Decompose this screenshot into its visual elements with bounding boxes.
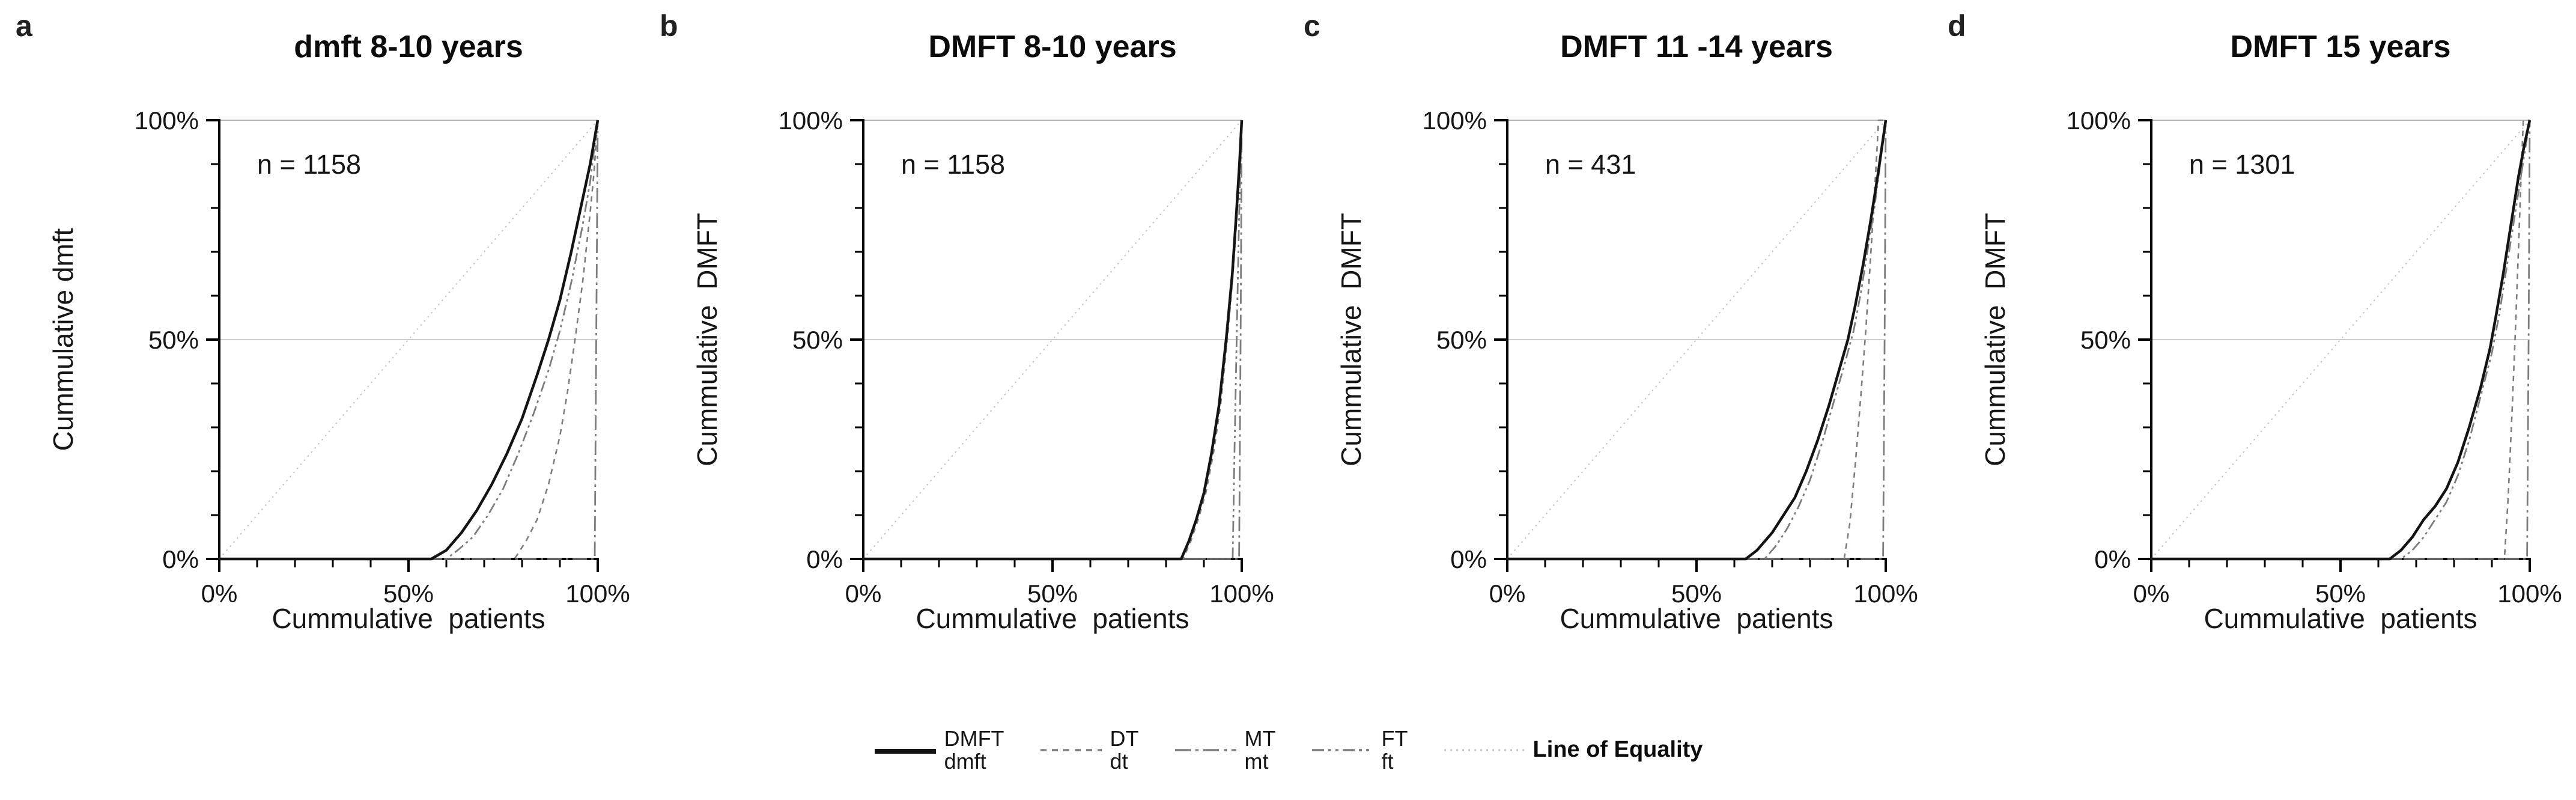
panel-c: c DMFT 11 -14 years n = 431 Cummulative … <box>1288 0 1932 691</box>
panel-letter: d <box>1948 9 1966 43</box>
dmft-curve <box>2151 120 2532 561</box>
chart-title: DMFT 15 years <box>2230 29 2451 64</box>
legend-labels: DMFT dmft <box>944 727 1004 773</box>
x-tick-label: 0% <box>201 579 238 608</box>
dmft-curve <box>219 120 600 561</box>
legend-label: DT <box>1110 726 1139 751</box>
dmft-curve <box>1507 120 1888 561</box>
x-tick-label: 100% <box>1853 579 1918 608</box>
x-tick-label: 100% <box>1209 579 1274 608</box>
lorenz-chart-d: 0% 50% 100% 0% 50% 100% <box>2067 106 2562 608</box>
y-tick-label: 100% <box>1423 106 1487 135</box>
dotted-line-sample-icon <box>1444 749 1525 751</box>
dt-curve <box>219 120 599 560</box>
dash-dot-dot-line-sample-icon <box>1311 749 1373 751</box>
solid-line-sample-icon <box>874 749 936 754</box>
chart-title: dmft 8-10 years <box>294 29 523 64</box>
lorenz-chart-b: 0% 50% 100% 0% 50% 100% <box>779 106 1274 608</box>
legend-label: FT <box>1381 726 1408 751</box>
x-tick-label: 100% <box>565 579 630 608</box>
x-tick-label: 0% <box>1489 579 1526 608</box>
x-axis-title: Cummulative patients <box>272 603 545 634</box>
legend-item-dt: DT dt <box>1039 727 1139 773</box>
legend-item-ft: FT ft <box>1311 727 1408 773</box>
sample-size-label: n = 1301 <box>2189 149 2295 180</box>
dt-curve <box>1507 119 1886 560</box>
chart-title: DMFT 8-10 years <box>928 29 1177 64</box>
chart-title: DMFT 11 -14 years <box>1560 29 1833 64</box>
legend-label: Line of Equality <box>1533 737 1703 763</box>
y-tick-label: 0% <box>806 545 843 573</box>
panel-a: a dmft 8-10 years n = 1158 Cummulative d… <box>0 0 644 691</box>
dashed-line-sample-icon <box>1040 749 1102 751</box>
y-tick-label: 0% <box>162 545 199 573</box>
dmft-curve <box>863 120 1244 561</box>
panel-letter: b <box>660 9 678 43</box>
x-tick-label: 50% <box>2315 579 2366 608</box>
y-tick-label: 50% <box>792 326 843 354</box>
dash-dot-line-sample-icon <box>1174 749 1236 751</box>
sample-size-label: n = 1158 <box>901 149 1006 180</box>
ft-curve <box>863 120 1243 560</box>
legend-label: DMFT <box>944 726 1004 751</box>
panel-d: d DMFT 15 years n = 1301 Cummulative DMF… <box>1932 0 2576 691</box>
x-tick-label: 50% <box>1027 579 1078 608</box>
y-tick-label: 50% <box>1436 326 1487 354</box>
y-tick-label: 0% <box>2094 545 2131 573</box>
lorenz-chart-a: 0% 50% 100% 0% 50% 100% <box>135 106 630 608</box>
ft-curve <box>2151 120 2531 560</box>
x-tick-label: 0% <box>845 579 882 608</box>
legend-label: ft <box>1381 749 1394 774</box>
legend-label: dmft <box>944 749 986 774</box>
x-axis-title: Cummulative patients <box>1560 603 1833 634</box>
x-axis-title: Cummulative patients <box>916 603 1189 634</box>
legend-labels: MT mt <box>1245 727 1276 773</box>
legend-item-line-of-equality: Line of Equality <box>1443 737 1703 763</box>
x-axis-title: Cummulative patients <box>2204 603 2477 634</box>
legend-label: MT <box>1244 726 1276 751</box>
y-tick-label: 50% <box>148 326 199 354</box>
legend-labels: DT dt <box>1110 727 1139 773</box>
panel-letter: c <box>1304 9 1320 43</box>
lorenz-chart-c: 0% 50% 100% 0% 50% 100% <box>1423 106 1918 608</box>
y-tick-label: 50% <box>2080 326 2131 354</box>
sample-size-label: n = 1158 <box>257 149 362 180</box>
legend: DMFT dmft DT dt MT mt FT ft <box>0 708 2576 792</box>
y-tick-label: 100% <box>2067 106 2131 135</box>
x-tick-label: 100% <box>2497 579 2562 608</box>
ft-curve <box>1507 120 1887 560</box>
panel-letter: a <box>16 9 32 43</box>
panel-b: b DMFT 8-10 years n = 1158 Cummulative D… <box>644 0 1288 691</box>
x-tick-label: 0% <box>2133 579 2170 608</box>
x-tick-label: 50% <box>1671 579 1722 608</box>
legend-item-mt: MT mt <box>1174 727 1276 773</box>
legend-labels: Line of Equality <box>1533 737 1703 763</box>
ft-curve <box>219 120 599 560</box>
legend-labels: FT ft <box>1382 727 1408 773</box>
y-tick-label: 100% <box>135 106 199 135</box>
y-tick-label: 0% <box>1450 545 1487 573</box>
y-tick-label: 100% <box>779 106 843 135</box>
dt-curve <box>863 120 1243 560</box>
x-tick-label: 50% <box>383 579 434 608</box>
legend-item-dmft: DMFT dmft <box>873 727 1004 773</box>
legend-label: dt <box>1110 749 1128 774</box>
legend-label: mt <box>1244 749 1269 774</box>
sample-size-label: n = 431 <box>1545 149 1636 180</box>
